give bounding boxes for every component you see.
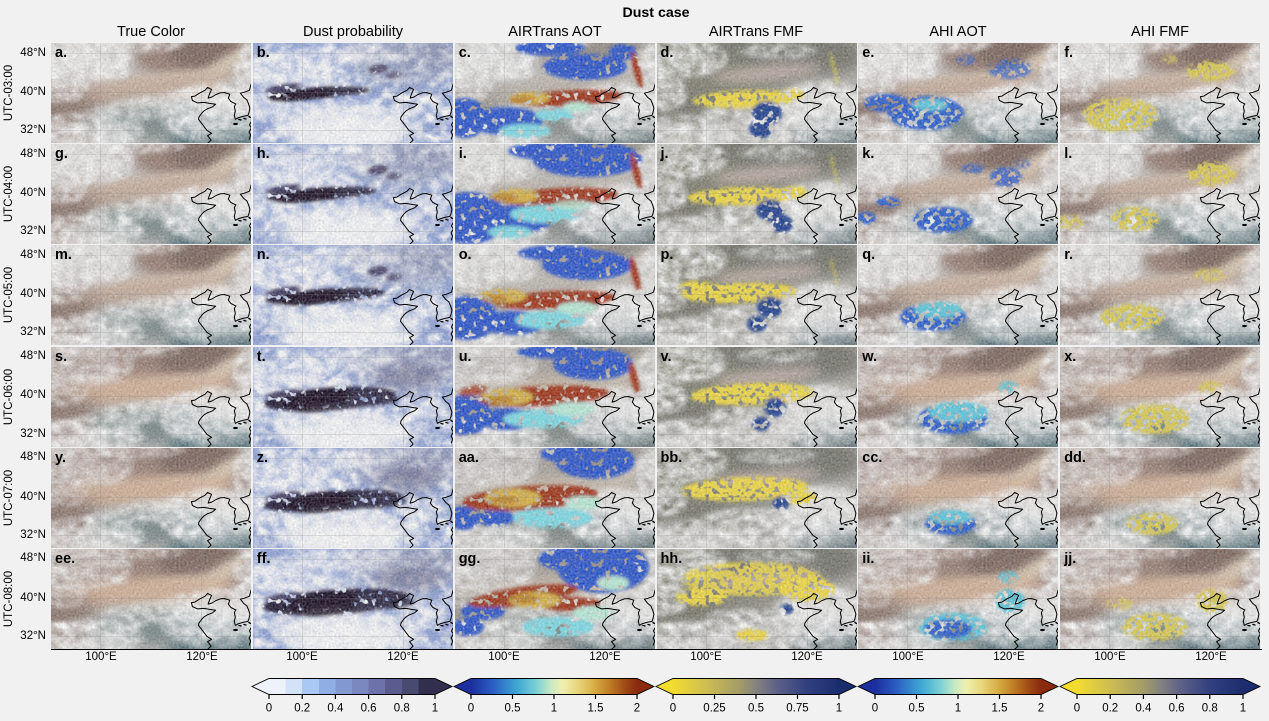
svg-text:0.2: 0.2 [294,703,310,715]
svg-text:1: 1 [955,703,961,715]
svg-text:1.5: 1.5 [588,703,604,715]
svg-text:0: 0 [1073,703,1079,715]
svg-text:0.8: 0.8 [394,703,410,715]
svg-text:0: 0 [266,703,272,715]
svg-text:0.6: 0.6 [361,703,377,715]
svg-text:0.5: 0.5 [748,703,764,715]
svg-text:0.4: 0.4 [328,703,345,715]
svg-text:2: 2 [1038,703,1044,715]
svg-text:0.25: 0.25 [703,703,725,715]
svg-text:0.5: 0.5 [908,703,924,715]
svg-text:0: 0 [468,703,474,715]
svg-text:1: 1 [1239,703,1245,715]
svg-text:0.5: 0.5 [505,703,521,715]
svg-text:0.6: 0.6 [1168,703,1184,715]
svg-text:1.5: 1.5 [991,703,1007,715]
svg-text:1: 1 [836,703,842,715]
svg-text:2: 2 [634,703,640,715]
svg-text:0.8: 0.8 [1201,703,1217,715]
svg-text:0.75: 0.75 [786,703,808,715]
svg-text:1: 1 [551,703,557,715]
svg-text:0: 0 [670,703,676,715]
svg-text:0.2: 0.2 [1102,703,1118,715]
svg-text:1: 1 [432,703,438,715]
svg-text:0.4: 0.4 [1135,703,1152,715]
svg-text:0: 0 [872,703,878,715]
